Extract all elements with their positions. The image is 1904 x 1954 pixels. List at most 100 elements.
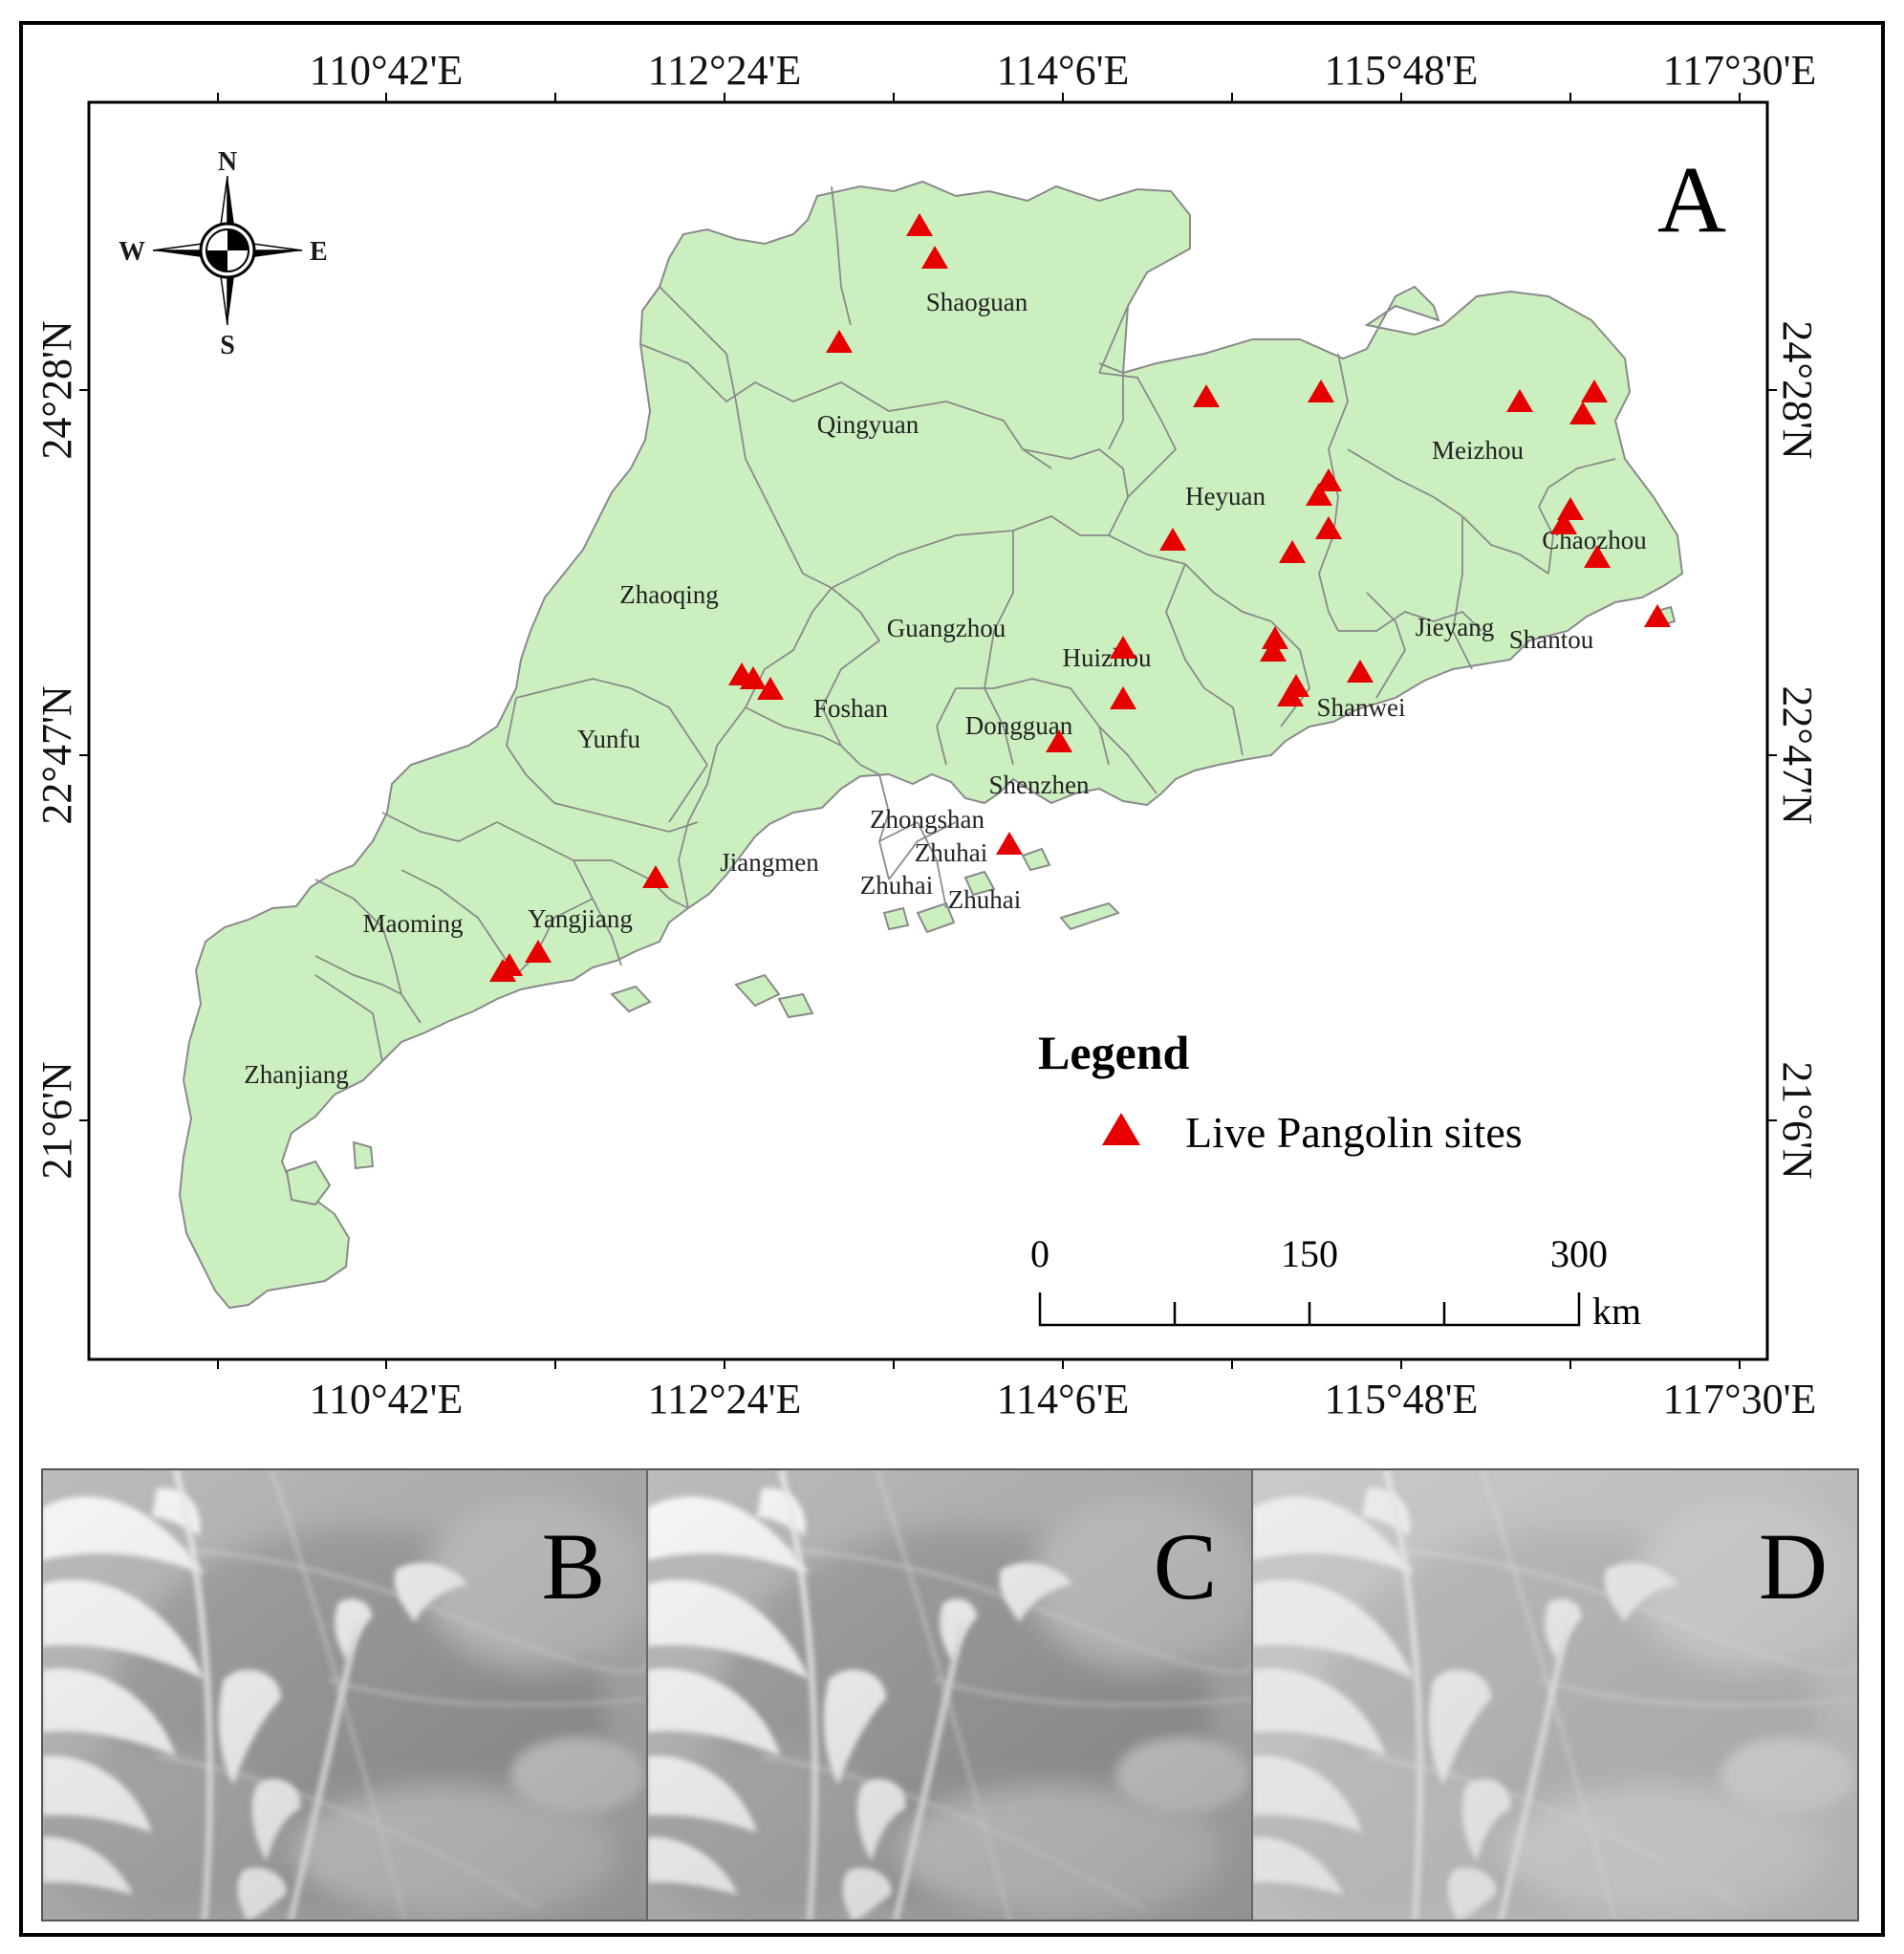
compass-n-label: N (218, 147, 237, 177)
panel-a-map: 110°42'E 112°24'E 114°6'E 115°48'E 117°3… (33, 47, 1821, 1422)
bottom-lon-label: 110°42'E (310, 1376, 464, 1422)
red-triangle-icon (1347, 660, 1374, 683)
red-triangle-icon (1315, 516, 1342, 539)
top-lon-label: 112°24'E (648, 47, 802, 94)
compass-w-label: W (119, 237, 145, 267)
city-label: Guangzhou (887, 614, 1006, 642)
red-triangle-icon (1569, 402, 1596, 424)
scale-tick-label: 300 (1550, 1232, 1608, 1275)
compass-e-label: E (310, 237, 328, 267)
panel-label-c: C (1154, 1513, 1218, 1619)
red-triangle-icon (1644, 604, 1671, 627)
top-lon-label: 110°42'E (310, 47, 464, 94)
island-shape (352, 1140, 375, 1170)
left-lat-label: 22°47'N (33, 685, 80, 824)
island-shape (734, 973, 781, 1008)
right-lat-label: 22°47'N (1774, 685, 1821, 824)
city-label: Zhuhai (948, 885, 1021, 914)
city-label: Dongguan (965, 711, 1073, 740)
red-triangle-icon (1159, 528, 1186, 551)
city-boundaries (314, 185, 1616, 1062)
island-shape (1021, 847, 1051, 872)
city-label: Jieyang (1416, 613, 1494, 641)
longitude-ticks (79, 93, 1777, 1369)
city-label: Zhongshan (870, 805, 984, 834)
bottom-lon-label: 112°24'E (648, 1376, 802, 1422)
red-triangle-icon (1046, 729, 1072, 752)
panel-label-b: B (542, 1513, 606, 1619)
red-triangle-icon (1110, 636, 1136, 659)
red-triangle-icon (642, 865, 669, 888)
city-label: Heyuan (1185, 482, 1266, 510)
city-label: Shaoguan (926, 288, 1028, 316)
panel-label-d: D (1759, 1513, 1828, 1619)
legend: Legend Live Pangolin sites (1038, 1026, 1523, 1157)
city-label: Jiangmen (720, 848, 819, 877)
city-label: Yunfu (577, 725, 640, 753)
island-shape (916, 901, 956, 934)
city-label: Shenzhen (989, 771, 1090, 799)
city-label: Zhuhai (915, 838, 987, 867)
city-label: Foshan (813, 694, 889, 723)
figure-frame (19, 21, 1885, 1937)
panel-label-a: A (1657, 146, 1726, 252)
left-lat-label: 24°28'N (33, 320, 80, 459)
city-label: Qingyuan (817, 410, 920, 439)
compass-rose: N S E W (119, 147, 328, 360)
legend-title: Legend (1038, 1026, 1190, 1079)
bottom-lon-label: 115°48'E (1325, 1376, 1479, 1422)
right-lat-label: 21°6'N (1774, 1061, 1821, 1179)
scale-unit-label: km (1592, 1290, 1641, 1333)
top-lon-label: 115°48'E (1325, 47, 1479, 94)
city-label: Shanwei (1317, 693, 1406, 722)
legend-item-label: Live Pangolin sites (1185, 1108, 1523, 1157)
red-triangle-icon (1277, 684, 1304, 706)
red-triangle-icon (1279, 540, 1306, 563)
city-label: Zhanjiang (244, 1060, 348, 1089)
red-triangle-icon (489, 959, 516, 982)
island-shape (882, 906, 910, 931)
island-shape (610, 985, 652, 1013)
left-lat-label: 21°6'N (33, 1061, 80, 1179)
red-triangle-icon (1260, 639, 1287, 662)
city-label: Zhaoqing (619, 580, 718, 609)
city-label: Shantou (1509, 625, 1594, 654)
red-triangle-icon (1193, 384, 1220, 407)
red-triangle-icon (1315, 468, 1342, 491)
compass-s-label: S (220, 331, 235, 360)
red-triangle-icon (740, 666, 767, 689)
city-labels: Shaoguan Qingyuan Meizhou Heyuan Chaozho… (244, 288, 1647, 1089)
city-label: Maoming (363, 909, 464, 938)
island-shape (1059, 901, 1120, 931)
city-label: Huizhou (1063, 643, 1152, 672)
photo-panel-d (1252, 1469, 1858, 1921)
top-lon-label: 114°6'E (997, 47, 1130, 94)
red-triangle-icon (1581, 380, 1608, 402)
mainland-shape (178, 180, 1684, 1310)
red-triangle-icon (996, 832, 1023, 855)
island-shape (777, 992, 814, 1019)
red-triangle-icon (1550, 511, 1577, 534)
red-triangle-icon (1584, 545, 1611, 568)
red-triangle-icon (757, 677, 784, 700)
bottom-lon-label: 117°30'E (1663, 1376, 1817, 1422)
right-lat-label: 24°28'N (1774, 320, 1821, 459)
scale-tick-label: 150 (1281, 1232, 1338, 1275)
top-lon-label: 117°30'E (1663, 47, 1817, 94)
island-shape (285, 1160, 332, 1206)
red-triangle-icon (906, 213, 933, 236)
photo-panels: B C D (41, 1468, 1859, 1921)
red-triangle-icon (525, 940, 552, 963)
bottom-lon-label: 114°6'E (997, 1376, 1130, 1422)
city-label: Zhuhai (860, 871, 933, 900)
photo-frame (41, 1468, 1859, 1921)
red-triangle-icon (1110, 686, 1136, 709)
red-triangle-icon (1262, 626, 1288, 649)
site-markers (489, 213, 1671, 982)
red-triangle-icon (826, 330, 853, 353)
red-triangle-icon (1506, 389, 1533, 412)
city-label: Meizhou (1432, 436, 1524, 465)
red-triangle-icon (1308, 380, 1334, 402)
city-label: Yangjiang (528, 904, 633, 933)
